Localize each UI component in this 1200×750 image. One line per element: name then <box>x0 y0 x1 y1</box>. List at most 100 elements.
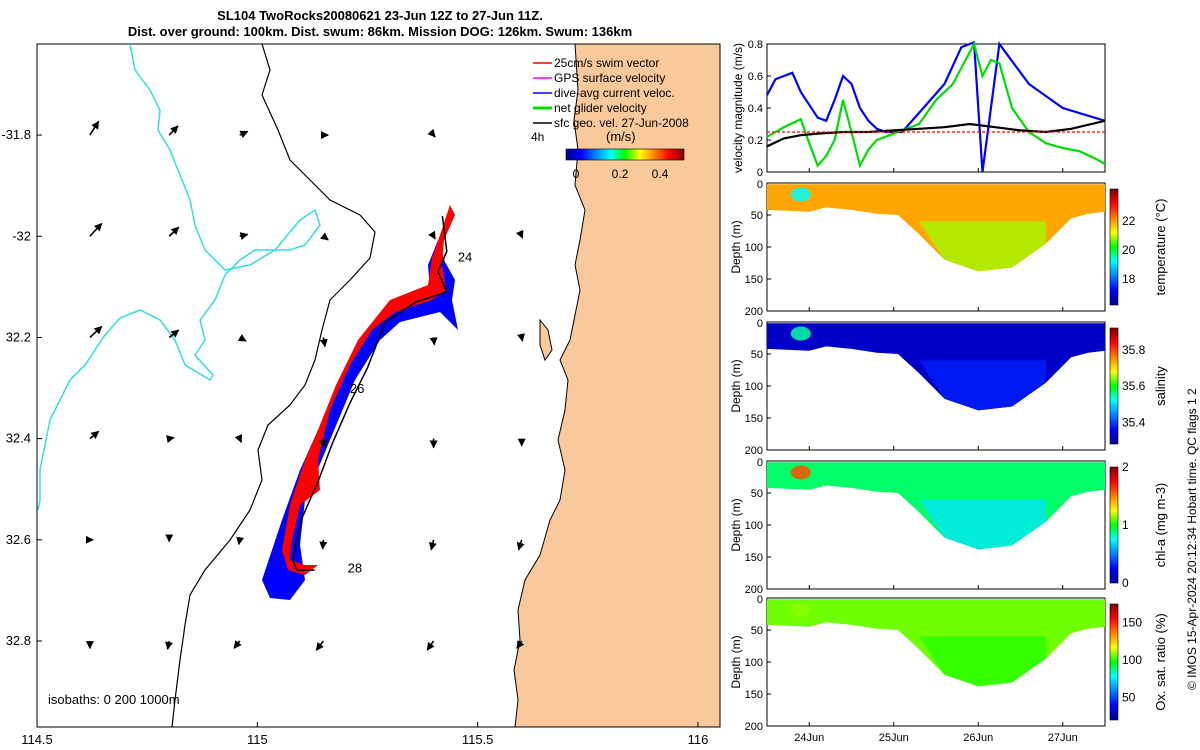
geo-vector <box>319 337 328 348</box>
colorbar-tick-label: 2 <box>1122 460 1129 474</box>
section-ytick-label: 100 <box>745 242 763 254</box>
colorbar-label: (m/s) <box>606 129 636 144</box>
colorbar-tick-label: 35.4 <box>1122 415 1146 429</box>
section-ytick-label: 0 <box>757 457 763 469</box>
map-ytick-label: 32.4 <box>6 431 31 446</box>
geo-vector <box>168 226 180 237</box>
legend-gps: GPS surface velocity <box>554 71 665 85</box>
day-label: 28 <box>348 561 362 576</box>
colorbar-tick-label: 22 <box>1122 214 1136 228</box>
legend-4h: 4h <box>531 130 544 144</box>
geo-vector <box>515 229 524 239</box>
section-xtick-label: 27Jun <box>1048 732 1078 744</box>
colorbar-tick-2: 0.4 <box>652 167 669 181</box>
section-ytick-label: 100 <box>745 657 763 669</box>
geo-vector <box>428 230 436 240</box>
section-ytick-label: 150 <box>745 274 763 286</box>
geo-vector <box>319 539 328 550</box>
geo-vector <box>428 539 437 551</box>
map-ytick-label: -31.8 <box>1 127 31 142</box>
isobath-1000 <box>37 44 321 511</box>
map-ytick-label: 32.6 <box>6 532 31 547</box>
geo-vector <box>236 536 245 546</box>
section-xtick-label: 26Jun <box>963 732 993 744</box>
legend-dive-avg: dive-avg current veloc. <box>554 86 675 100</box>
vel-ytick-label: 0 <box>757 167 763 179</box>
map-ytick-label: 32.8 <box>6 633 31 648</box>
section-xtick-label: 25Jun <box>879 732 909 744</box>
geo-vector <box>427 128 436 138</box>
map-legend: 25cm/s swim vector GPS surface velocity … <box>531 56 689 181</box>
colorbar-tick-label: 35.6 <box>1122 379 1146 393</box>
geo-vector <box>517 333 525 342</box>
colorbar-tick-0: 0 <box>573 167 580 181</box>
velocity-series-line <box>766 40 1106 169</box>
day-label: 26 <box>350 381 364 396</box>
section-ytick-label: 0 <box>757 179 763 191</box>
section-colorbar <box>1109 327 1119 445</box>
velocity-series-line <box>766 40 1106 173</box>
velocity-axes: 0 0.2 0.4 0.6 0.8 <box>748 39 1064 179</box>
section-ytick-label: 100 <box>745 520 763 532</box>
section-ytick-label: 150 <box>745 413 763 425</box>
swim-swath <box>282 205 455 575</box>
land-mass <box>513 44 720 727</box>
isobaths-label: isobaths: 0 200 1000m <box>48 692 180 707</box>
day-label: 24 <box>458 250 472 265</box>
geo-vector <box>320 232 329 241</box>
section-deep-fill <box>919 221 1046 272</box>
colorbar-title: temperature (°C) <box>1153 199 1168 296</box>
geo-vector <box>89 120 100 136</box>
geo-vector <box>516 640 525 649</box>
geo-vector <box>237 334 247 342</box>
section-spot <box>790 465 811 480</box>
velocity-ylabel: velocity magnitude (m/s) <box>731 43 745 173</box>
legend-net: net glider velocity <box>554 101 647 115</box>
geo-vector <box>239 130 249 139</box>
geo-vector <box>426 640 435 651</box>
section-deep-fill <box>919 499 1046 550</box>
geo-vector <box>516 539 525 551</box>
section-ytick-label: 200 <box>745 445 763 457</box>
section-ylabel: Depth (m) <box>729 498 743 551</box>
legend-geo: sfc geo. vel. 27-Jun-2008 <box>554 116 689 130</box>
map-xtick-label: 114.5 <box>21 732 53 747</box>
vel-ytick-label: 0.2 <box>748 135 763 147</box>
section-ytick-label: 50 <box>751 488 763 500</box>
geo-vector <box>89 325 103 339</box>
section-ylabel: Depth (m) <box>729 220 743 273</box>
map-colorbar <box>565 148 685 161</box>
section-xtick-label: 24Jun <box>794 732 824 744</box>
figure-title-line2: Dist. over ground: 100km. Dist. swum: 86… <box>127 24 633 39</box>
section-ytick-label: 0 <box>757 594 763 606</box>
geo-vector <box>166 435 175 443</box>
temperature-section: 50 100 150 200 0 Depth (m) 18 20 22 temperature (… <box>729 179 1168 318</box>
section-ytick-label: 150 <box>745 552 763 564</box>
section-spot <box>790 187 811 202</box>
section-spot <box>790 602 811 617</box>
colorbar-tick-label: 1 <box>1122 518 1129 532</box>
section-ylabel: Depth (m) <box>729 635 743 688</box>
colorbar-title: chl-a (mg m-3) <box>1153 483 1168 568</box>
velocity-frame <box>766 43 1106 173</box>
vel-ytick-label: 0.6 <box>748 71 763 83</box>
colorbar-tick-label: 150 <box>1122 616 1142 630</box>
section-colorbar <box>1109 603 1119 721</box>
geo-vector <box>168 125 179 136</box>
section-deep-fill <box>919 636 1046 687</box>
section-deep-fill <box>919 360 1046 411</box>
section-ytick-label: 100 <box>745 381 763 393</box>
legend-swim: 25cm/s swim vector <box>554 56 659 70</box>
geo-vector <box>234 434 243 443</box>
velocity-panel: 0 0.2 0.4 0.6 0.8 velocity magnitude (m/s) <box>731 39 1106 179</box>
colorbar-tick-label: 35.8 <box>1122 343 1146 357</box>
velocity-series <box>766 40 1106 173</box>
chlorophyll-section: 50 100 150 200 0 Depth (m) 0 1 2 chl-a (mg m-3) <box>729 457 1168 596</box>
figure-title-line1: SL104 TwoRocks20080621 23-Jun 12Z to 27-… <box>217 8 543 23</box>
vel-ytick-label: 0.8 <box>748 39 763 51</box>
geo-vector <box>239 232 249 240</box>
salinity-section: 50 100 150 200 0 Depth (m) 35.4 35.6 35.8 salinit… <box>729 318 1168 457</box>
section-ytick-label: 0 <box>757 318 763 330</box>
